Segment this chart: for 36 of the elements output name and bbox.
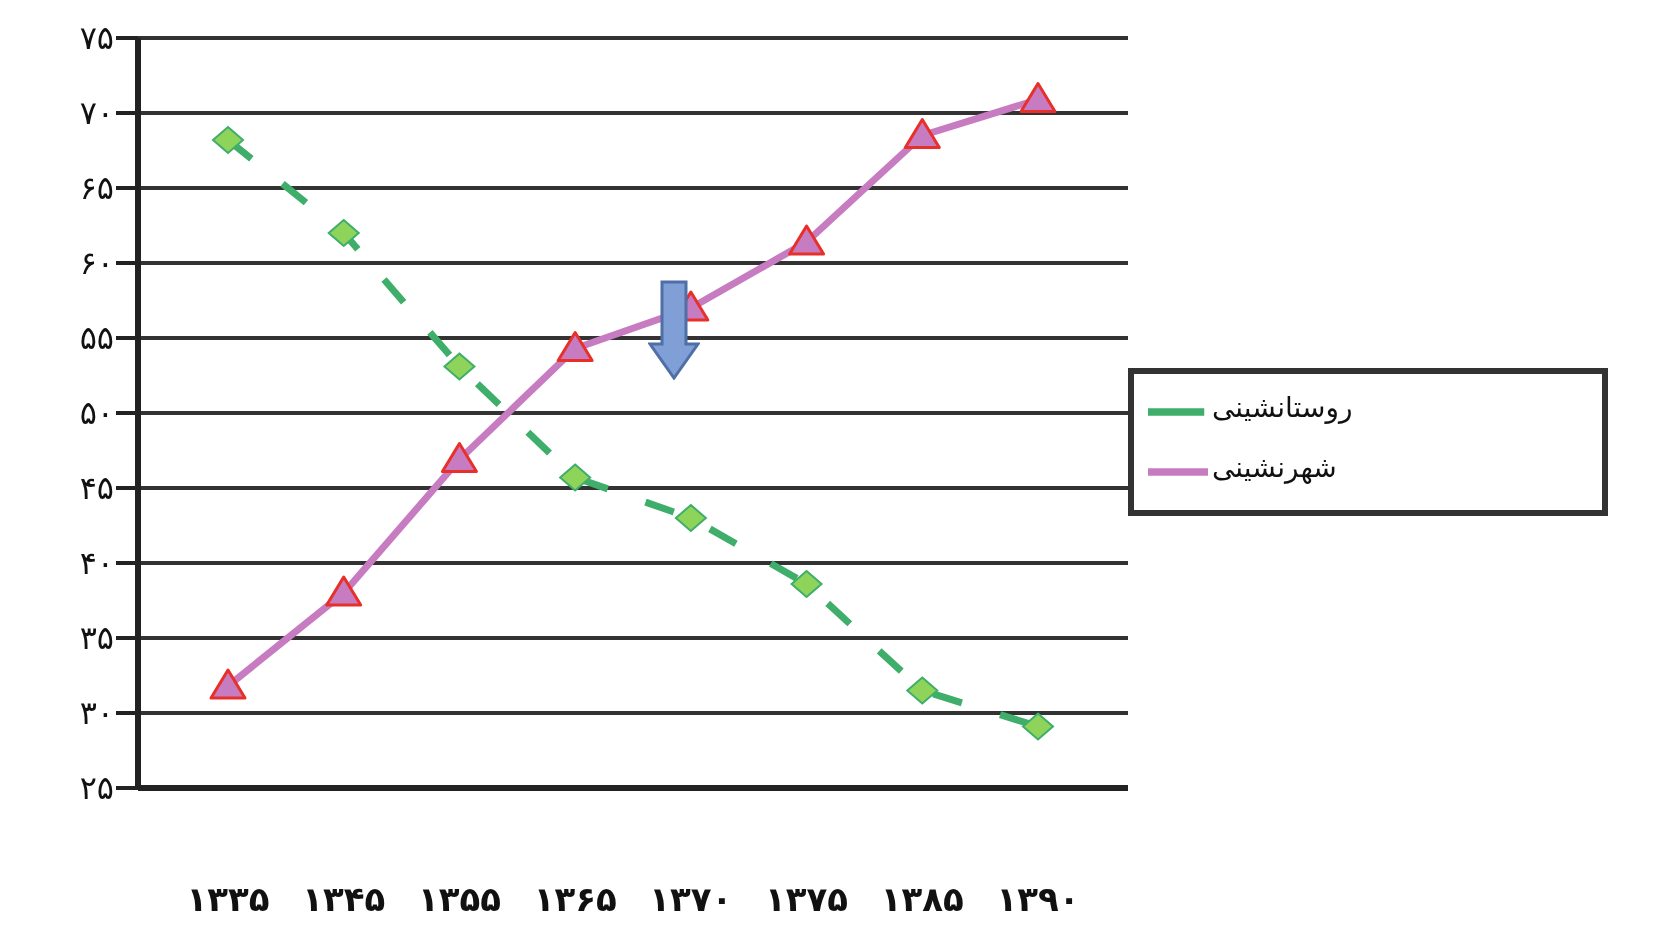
y-tick-label: ۵۵ <box>79 319 114 358</box>
x-tick-label: ۱۳۴۵ <box>302 879 386 920</box>
point <box>559 463 592 492</box>
y-tick-label: ۴۰ <box>79 544 114 583</box>
point <box>1019 82 1057 113</box>
point <box>325 575 363 607</box>
x-tick-label: ۱۳۶۵ <box>533 879 617 920</box>
point <box>906 676 939 705</box>
x-tick-label: ۱۳۵۵ <box>417 879 501 920</box>
x-tick-label: ۱۳۹۰ <box>996 879 1080 920</box>
point <box>1022 712 1054 741</box>
y-tick-label: ۲۵ <box>79 769 114 808</box>
y-tick-label: ۵۰ <box>79 394 114 433</box>
point <box>440 442 478 473</box>
legend-label: روستانشینی <box>1212 390 1353 424</box>
y-tick-label: ۷۵ <box>79 19 114 58</box>
x-tick-label: ۱۳۷۵ <box>765 879 849 920</box>
y-tick-label: ۶۵ <box>79 169 114 208</box>
x-tick-label: ۱۳۷۰ <box>649 879 733 920</box>
legend-label: شهرنشینی <box>1212 450 1337 484</box>
y-tick-label: ۶۰ <box>79 244 114 283</box>
point <box>556 331 594 362</box>
y-tick-label: ۳۵ <box>79 619 114 658</box>
point <box>674 504 707 532</box>
point <box>212 126 244 154</box>
y-tick-label: ۴۵ <box>79 469 114 508</box>
y-tick-label: ۷۰ <box>79 94 114 133</box>
x-tick-label: ۱۳۸۵ <box>880 879 964 920</box>
point <box>788 224 826 256</box>
point <box>790 570 823 598</box>
point <box>327 219 360 247</box>
point <box>443 352 476 381</box>
point <box>209 668 247 700</box>
point <box>903 118 941 149</box>
x-tick-label: ۱۳۳۵ <box>186 879 270 920</box>
y-tick-label: ۳۰ <box>79 694 114 733</box>
